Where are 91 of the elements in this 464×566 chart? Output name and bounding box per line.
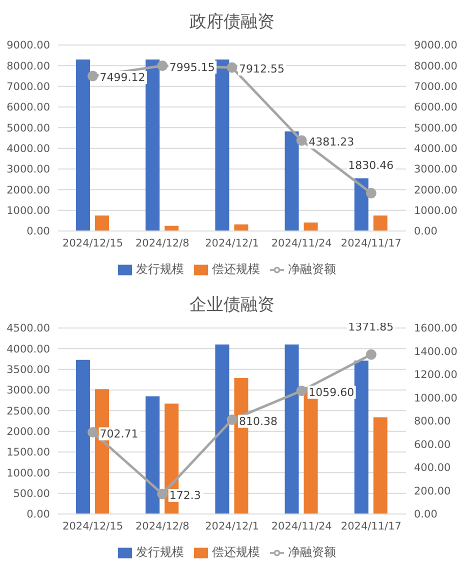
y2-tick-label: 200.00 — [414, 485, 451, 498]
legend-label: 净融资额 — [288, 545, 336, 559]
y2-tick-label: 4000.00 — [414, 143, 458, 156]
legend-label: 净融资额 — [288, 262, 336, 276]
bar — [304, 222, 318, 231]
data-label: 810.38 — [239, 414, 278, 428]
data-label: 4381.23 — [308, 135, 354, 148]
y2-tick-label: 3000.00 — [414, 164, 458, 176]
y-tick-label: 3000.00 — [6, 384, 50, 397]
y-tick-label: 4500.00 — [6, 322, 50, 335]
y-tick-label: 6000.00 — [6, 102, 50, 114]
y2-tick-label: 0.00 — [414, 226, 438, 238]
x-tick-label: 2024/11/24 — [271, 520, 332, 532]
y-tick-label: 2000.00 — [6, 426, 50, 438]
y2-tick-label: 600.00 — [414, 438, 451, 451]
y2-tick-label: 9000.00 — [414, 40, 458, 52]
bar — [146, 396, 160, 514]
x-tick-label: 2024/12/8 — [135, 520, 190, 532]
x-tick-label: 2024/12/1 — [205, 520, 259, 532]
y-tick-label: 3500.00 — [6, 364, 50, 376]
legend-label: 发行规模 — [136, 545, 184, 559]
x-tick-label: 2024/12/8 — [135, 237, 190, 250]
y2-tick-label: 6000.00 — [414, 102, 458, 114]
y-tick-label: 2000.00 — [6, 184, 50, 196]
y-tick-label: 1000.00 — [6, 467, 50, 480]
bar — [234, 224, 248, 231]
y2-tick-label: 400.00 — [414, 462, 451, 474]
legend-label: 偿还规模 — [212, 262, 260, 276]
bar — [373, 216, 388, 231]
y2-tick-label: 5000.00 — [414, 122, 458, 134]
data-label: 7995.15 — [169, 60, 215, 74]
y-tick-label: 1500.00 — [6, 446, 50, 459]
legend-label: 发行规模 — [136, 262, 184, 276]
bar — [215, 344, 230, 514]
point — [157, 488, 168, 500]
point — [88, 427, 98, 438]
y2-tick-label: 1000.00 — [414, 205, 458, 218]
y-tick-label: 4000.00 — [6, 343, 50, 356]
bar — [373, 417, 388, 514]
chart-title: 企业债融资 — [190, 295, 274, 315]
y-tick-label: 7000.00 — [6, 81, 50, 94]
data-label: 1059.60 — [308, 386, 354, 399]
data-label: 1830.46 — [348, 159, 394, 172]
point — [296, 135, 307, 146]
point — [296, 386, 307, 396]
bar — [76, 360, 90, 514]
bar — [146, 59, 160, 231]
bar — [76, 59, 90, 231]
y2-tick-label: 1600.00 — [414, 322, 458, 335]
y2-tick-label: 1200.00 — [414, 369, 458, 382]
y-tick-label: 9000.00 — [6, 40, 50, 52]
x-tick-label: 2024/11/17 — [340, 520, 402, 532]
y-tick-label: 8000.00 — [6, 60, 50, 72]
y2-tick-label: 1000.00 — [414, 392, 458, 404]
legend-label: 偿还规模 — [212, 545, 260, 559]
y-tick-label: 0.00 — [26, 508, 50, 521]
y2-tick-label: 7000.00 — [414, 81, 458, 94]
bar — [284, 344, 299, 514]
y2-tick-label: 0.00 — [414, 508, 438, 521]
bar — [215, 59, 230, 231]
point — [366, 349, 376, 360]
y-tick-label: 500.00 — [13, 488, 50, 500]
y-tick-label: 1000.00 — [6, 205, 50, 218]
bar — [95, 216, 109, 231]
data-label: 702.71 — [100, 427, 138, 440]
y2-tick-label: 8000.00 — [414, 60, 458, 72]
x-tick-label: 2024/12/15 — [62, 520, 124, 532]
point — [88, 70, 98, 82]
y-tick-label: 2500.00 — [6, 405, 50, 418]
point — [226, 414, 238, 426]
chart-title: 政府债融资 — [188, 11, 276, 34]
point — [366, 188, 376, 198]
data-label: 7499.12 — [100, 71, 146, 84]
y2-tick-label: 2000.00 — [414, 184, 458, 196]
x-tick-label: 2024/11/17 — [340, 237, 402, 250]
data-label: 7912.55 — [239, 62, 284, 76]
point — [226, 62, 238, 73]
x-tick-label: 2024/11/24 — [271, 237, 332, 250]
bar — [354, 360, 368, 514]
x-tick-label: 2024/12/15 — [62, 237, 124, 250]
y-tick-label: 3000.00 — [6, 164, 50, 176]
y2-tick-label: 800.00 — [414, 416, 451, 428]
y-tick-label: 4000.00 — [6, 143, 50, 156]
data-label: 172.3 — [169, 488, 201, 502]
bar — [354, 178, 368, 231]
bar — [284, 131, 299, 231]
y-tick-label: 0.00 — [26, 226, 50, 238]
y2-tick-label: 1400.00 — [414, 346, 458, 358]
y-tick-label: 5000.00 — [6, 122, 50, 134]
point — [157, 60, 168, 72]
x-tick-label: 2024/12/1 — [205, 237, 259, 250]
